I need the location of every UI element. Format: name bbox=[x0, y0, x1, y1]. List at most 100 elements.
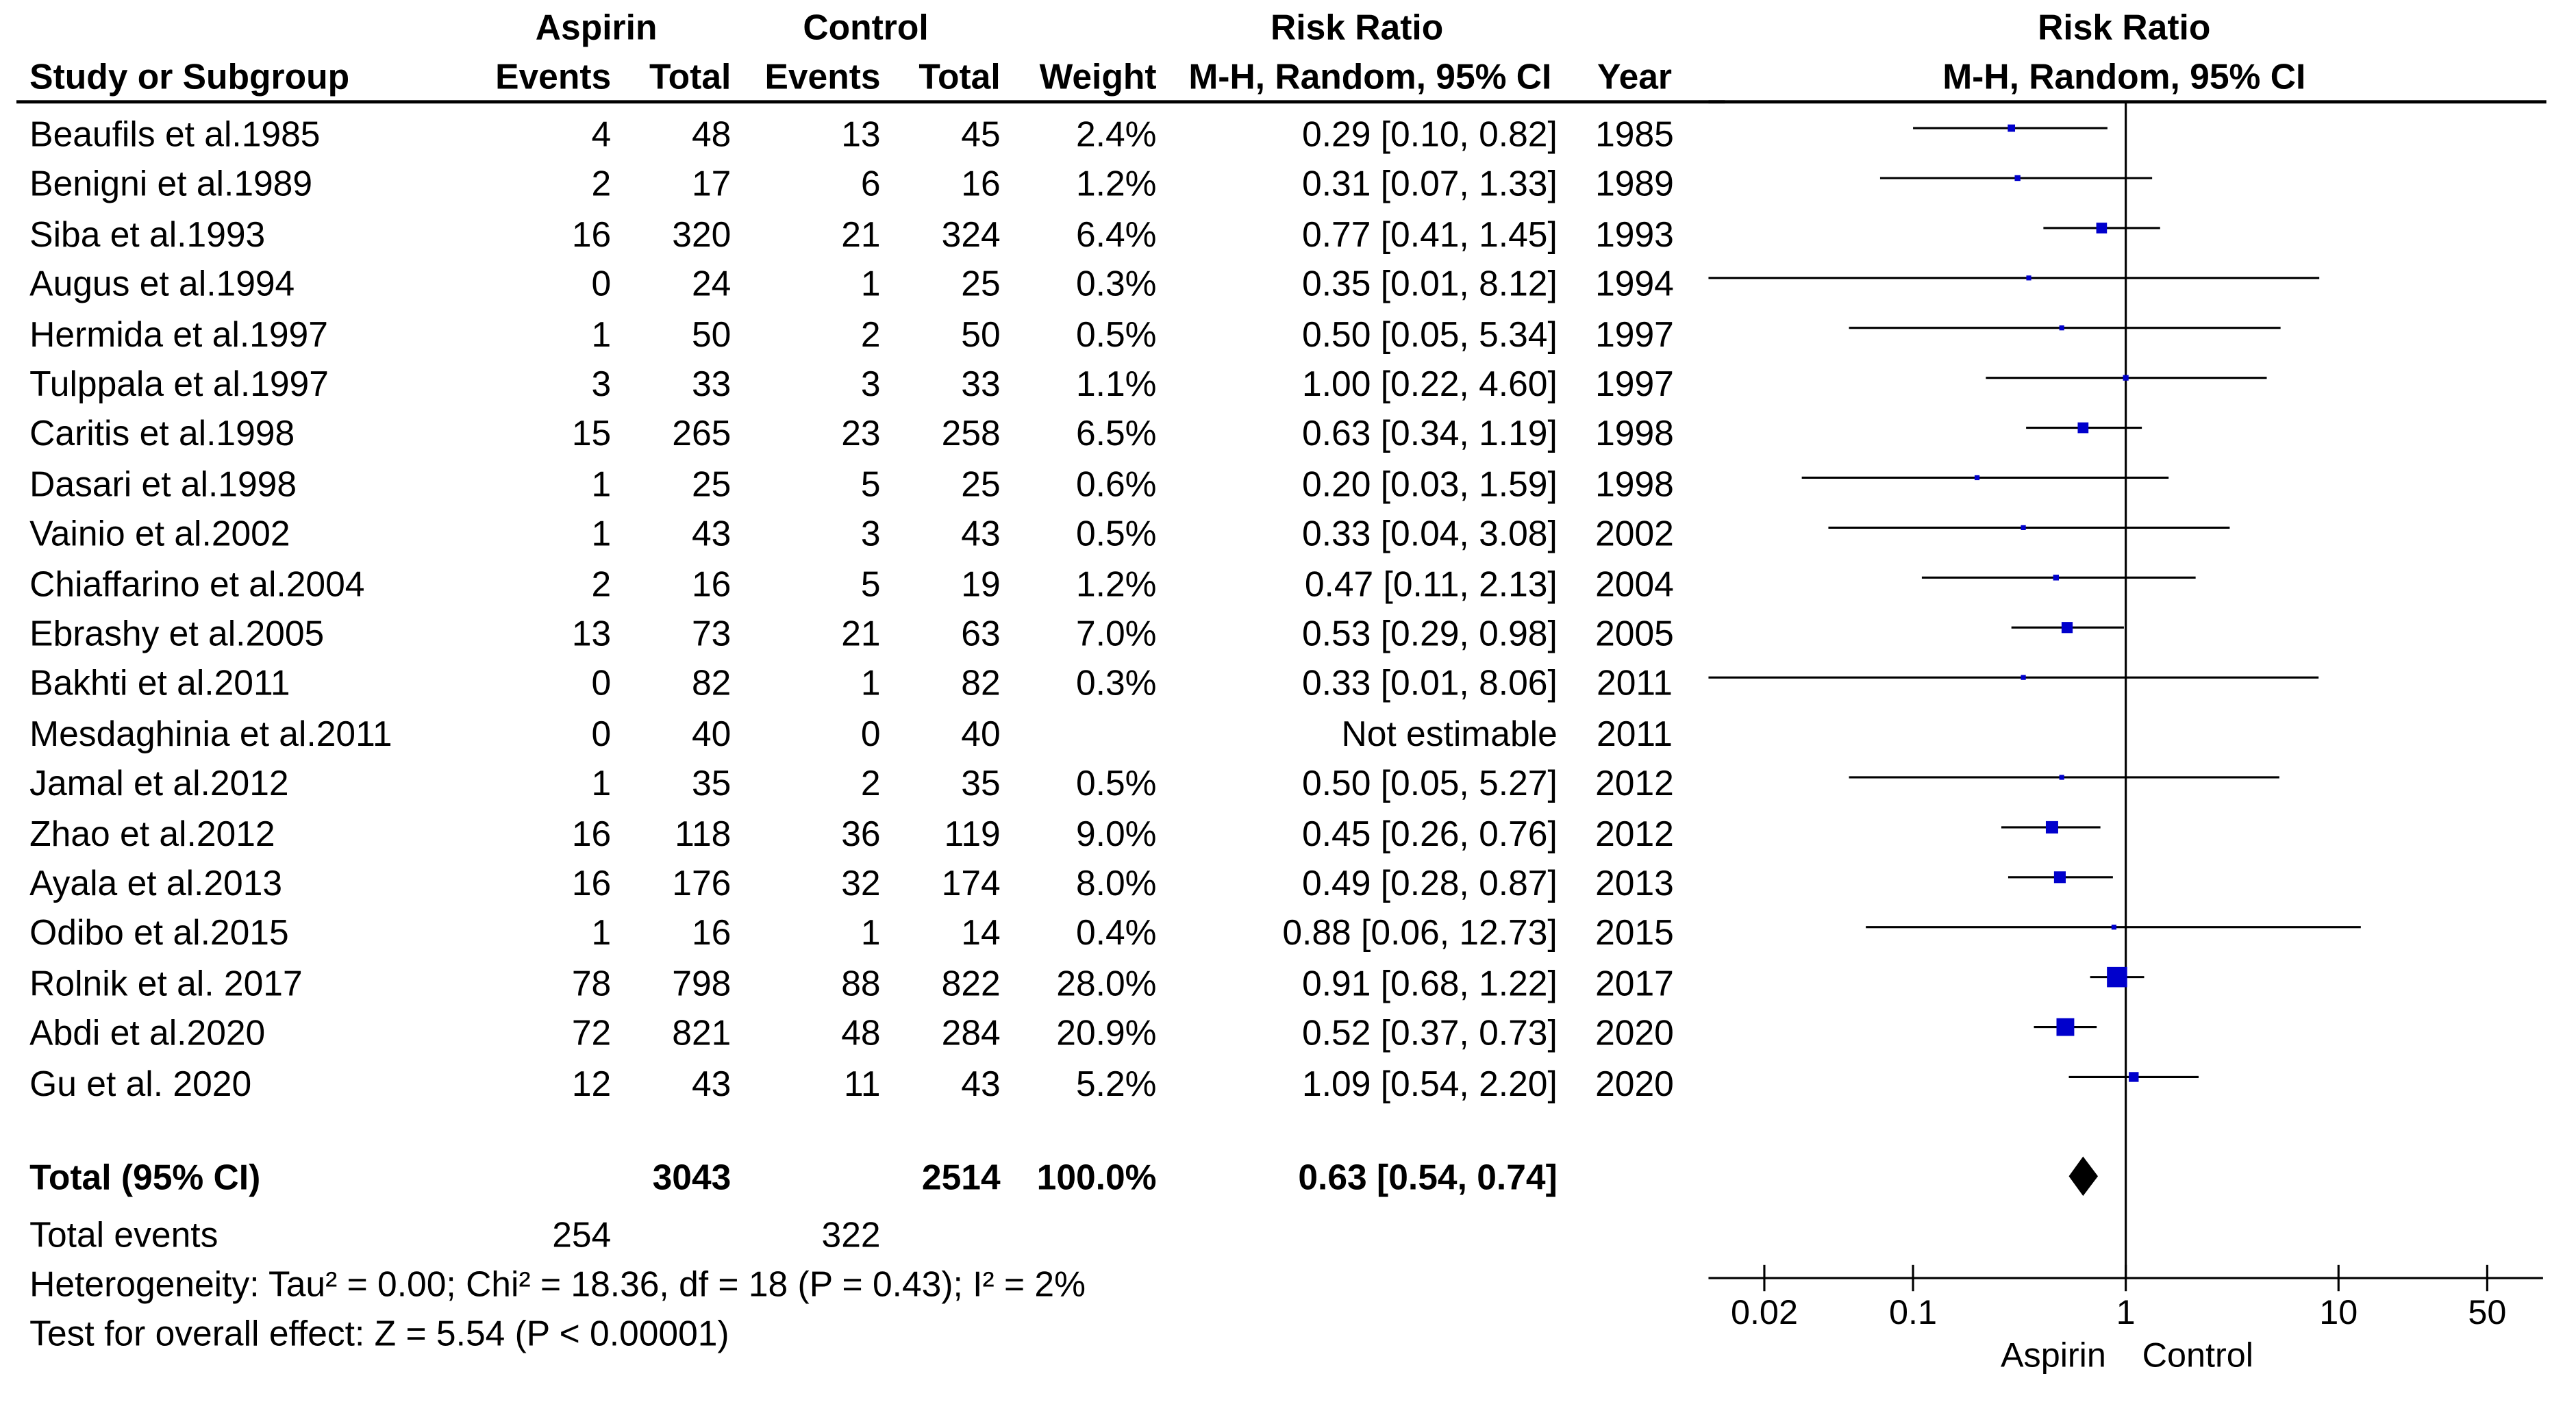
control-events: 1 bbox=[860, 914, 881, 954]
study-name: Jamal et al.2012 bbox=[29, 764, 289, 804]
control-events: 88 bbox=[841, 964, 881, 1003]
control-total: 35 bbox=[961, 764, 1001, 804]
point-estimate-marker bbox=[2021, 675, 2026, 680]
study-name: Benigni et al.1989 bbox=[29, 164, 313, 205]
study-risk-ratio: 0.29 [0.10, 0.82] bbox=[1302, 114, 1558, 155]
aspirin-events: 16 bbox=[571, 814, 612, 854]
year-header: Year bbox=[1597, 57, 1672, 97]
study-name: Zhao et al.2012 bbox=[29, 814, 275, 854]
aspirin-events: 2 bbox=[591, 564, 612, 604]
aspirin-events: 1 bbox=[591, 314, 612, 355]
point-estimate-marker bbox=[2059, 775, 2064, 780]
study-risk-ratio: 0.33 [0.04, 3.08] bbox=[1302, 514, 1558, 554]
aspirin-events: 1 bbox=[591, 914, 612, 954]
aspirin-events: 2 bbox=[591, 164, 612, 205]
study-name: Chiaffarino et al.2004 bbox=[29, 564, 365, 604]
control-total: 14 bbox=[961, 914, 1001, 954]
study-weight: 1.2% bbox=[1075, 164, 1157, 205]
rr-method-header: M-H, Random, 95% CI bbox=[1188, 57, 1552, 97]
study-weight: 20.9% bbox=[1056, 1014, 1157, 1053]
study-risk-ratio: Not estimable bbox=[1341, 714, 1558, 754]
study-year: 2002 bbox=[1595, 514, 1674, 554]
pooled-diamond bbox=[2068, 1156, 2099, 1197]
control-total: 16 bbox=[961, 164, 1001, 205]
aspirin-total: 265 bbox=[672, 414, 731, 454]
control-events: 23 bbox=[841, 414, 881, 454]
aspirin-total: 16 bbox=[691, 564, 731, 604]
study-name: Rolnik et al. 2017 bbox=[29, 964, 303, 1003]
point-estimate-marker bbox=[2021, 525, 2026, 530]
aspirin-total: 798 bbox=[672, 964, 731, 1003]
study-year: 1985 bbox=[1595, 114, 1674, 155]
study-weight: 1.1% bbox=[1075, 364, 1157, 405]
study-risk-ratio: 0.31 [0.07, 1.33] bbox=[1302, 164, 1558, 205]
study-weight: 8.0% bbox=[1075, 864, 1157, 904]
control-events: 2 bbox=[860, 764, 881, 804]
aspirin-total: 24 bbox=[691, 264, 731, 305]
study-name: Mesdaghinia et al.2011 bbox=[29, 714, 392, 754]
control-total: 25 bbox=[961, 464, 1001, 504]
aspirin-events-header: Events bbox=[495, 57, 612, 97]
header-rule bbox=[16, 100, 1725, 104]
favours-control-label: Control bbox=[2142, 1336, 2253, 1375]
control-group-header: Control bbox=[803, 8, 929, 48]
total-events-label: Total events bbox=[29, 1215, 218, 1255]
rr-column-title: Risk Ratio bbox=[1271, 8, 1444, 48]
favours-aspirin-label: Aspirin bbox=[2001, 1336, 2106, 1375]
aspirin-events: 72 bbox=[571, 1014, 612, 1053]
study-weight: 0.3% bbox=[1075, 664, 1157, 704]
control-total: 43 bbox=[961, 1064, 1001, 1103]
study-name: Ayala et al.2013 bbox=[29, 864, 283, 904]
study-weight: 9.0% bbox=[1075, 814, 1157, 854]
aspirin-total-header: Total bbox=[649, 57, 731, 97]
aspirin-total: 118 bbox=[675, 814, 731, 854]
aspirin-total: 176 bbox=[672, 864, 731, 904]
overall-effect-test: Test for overall effect: Z = 5.54 (P < 0… bbox=[29, 1314, 729, 1354]
aspirin-events: 1 bbox=[591, 514, 612, 554]
aspirin-total: 82 bbox=[691, 664, 731, 704]
control-events: 21 bbox=[841, 214, 881, 255]
study-weight: 6.5% bbox=[1075, 414, 1157, 454]
study-risk-ratio: 0.77 [0.41, 1.45] bbox=[1302, 214, 1558, 255]
aspirin-events: 3 bbox=[591, 364, 612, 405]
pooled-risk-ratio: 0.63 [0.54, 0.74] bbox=[1298, 1157, 1558, 1198]
point-estimate-marker bbox=[2056, 1018, 2075, 1036]
study-weight: 0.6% bbox=[1075, 464, 1157, 504]
study-risk-ratio: 0.35 [0.01, 8.12] bbox=[1302, 264, 1558, 305]
heterogeneity-stats: Heterogeneity: Tau² = 0.00; Chi² = 18.36… bbox=[29, 1264, 1086, 1305]
aspirin-total: 16 bbox=[691, 914, 731, 954]
study-risk-ratio: 0.53 [0.29, 0.98] bbox=[1302, 614, 1558, 654]
weight-header: Weight bbox=[1039, 57, 1157, 97]
aspirin-events: 12 bbox=[571, 1064, 612, 1103]
aspirin-events: 15 bbox=[571, 414, 612, 454]
study-year: 2015 bbox=[1595, 914, 1674, 954]
aspirin-total: 43 bbox=[691, 514, 731, 554]
aspirin-total-events: 254 bbox=[552, 1215, 612, 1255]
point-estimate-marker bbox=[2061, 622, 2073, 634]
control-total: 50 bbox=[961, 314, 1001, 355]
plot-header-rule bbox=[1708, 100, 2547, 104]
point-estimate-marker bbox=[2077, 422, 2089, 434]
control-events: 3 bbox=[860, 514, 881, 554]
control-total: 63 bbox=[961, 614, 1001, 654]
study-column-header: Study or Subgroup bbox=[29, 57, 350, 97]
point-estimate-marker bbox=[2045, 821, 2058, 834]
study-weight: 28.0% bbox=[1056, 964, 1157, 1003]
study-risk-ratio: 0.52 [0.37, 0.73] bbox=[1302, 1014, 1558, 1053]
x-tick-label: 0.1 bbox=[1889, 1292, 1937, 1331]
control-total: 119 bbox=[944, 814, 1001, 854]
study-name: Tulppala et al.1997 bbox=[29, 364, 329, 405]
aspirin-events: 16 bbox=[571, 864, 612, 904]
study-year: 2012 bbox=[1595, 764, 1674, 804]
x-tick-label: 10 bbox=[2319, 1292, 2358, 1331]
control-events: 1 bbox=[860, 664, 881, 704]
aspirin-events: 0 bbox=[591, 264, 612, 305]
aspirin-grand-total: 3043 bbox=[652, 1157, 731, 1198]
aspirin-total: 35 bbox=[691, 764, 731, 804]
control-total: 45 bbox=[961, 114, 1001, 155]
study-risk-ratio: 0.33 [0.01, 8.06] bbox=[1302, 664, 1558, 704]
control-events: 13 bbox=[841, 114, 881, 155]
control-total: 19 bbox=[961, 564, 1001, 604]
